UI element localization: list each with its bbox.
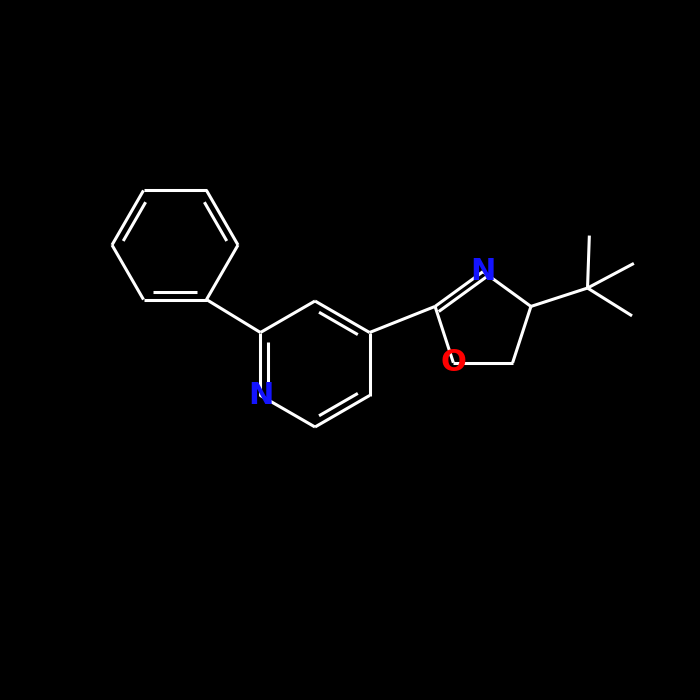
Text: N: N xyxy=(470,257,496,286)
Text: O: O xyxy=(440,349,466,377)
Text: N: N xyxy=(248,381,273,410)
